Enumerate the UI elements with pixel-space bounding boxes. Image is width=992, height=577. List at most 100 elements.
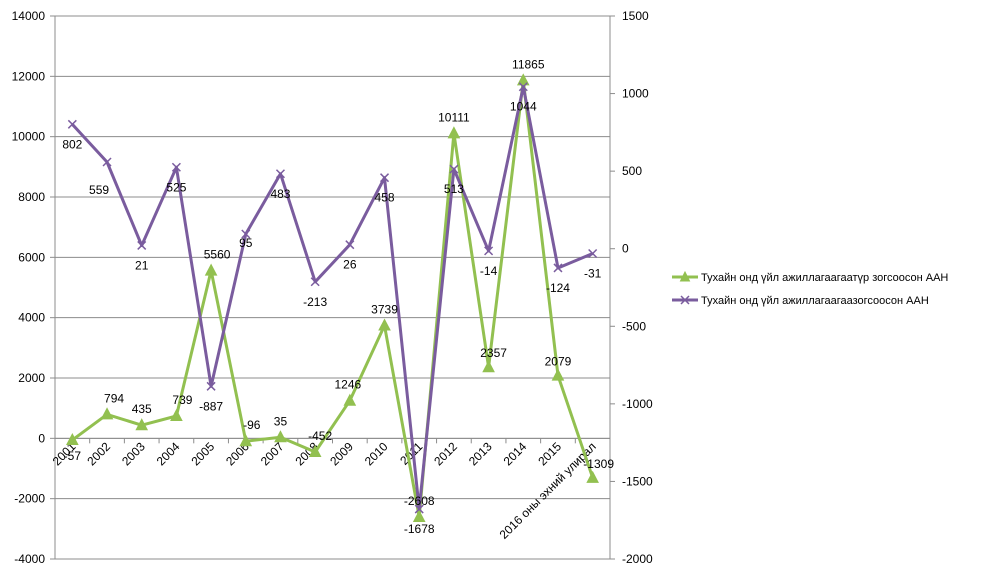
data-point-marker — [275, 169, 285, 179]
x-tick-label: 2005 — [188, 439, 217, 468]
data-label: 95 — [239, 236, 253, 250]
data-point-marker — [447, 126, 461, 139]
data-point-marker — [516, 73, 530, 86]
y-left-tick-label: 14000 — [12, 9, 46, 23]
y-left-tick-label: 2000 — [18, 371, 45, 385]
marker-stroke — [588, 248, 598, 259]
marker-stroke — [137, 240, 147, 250]
data-label: 525 — [166, 180, 186, 194]
data-label: -213 — [303, 295, 327, 309]
data-label: 739 — [172, 393, 192, 407]
data-label: 513 — [444, 182, 464, 196]
marker-stroke — [345, 240, 355, 250]
data-point-marker — [518, 82, 528, 92]
x-tick-label: 2009 — [327, 439, 356, 468]
data-label: 21 — [135, 258, 149, 272]
data-label: -14 — [480, 264, 498, 278]
x-tick-label: 2004 — [154, 439, 183, 468]
data-point-marker — [102, 157, 112, 167]
data-label: 3739 — [371, 303, 398, 317]
y-left-tick-label: -2000 — [14, 492, 45, 506]
legend-marker-1 — [679, 270, 691, 282]
series-line-2 — [71, 85, 594, 511]
y-left-tick-label: 6000 — [18, 250, 45, 264]
data-point-marker — [206, 381, 216, 391]
data-point-marker — [553, 263, 563, 273]
y-right-tick-label: -1000 — [622, 397, 653, 411]
x-tick-label: 2013 — [466, 439, 495, 468]
data-label: -1678 — [404, 522, 435, 536]
data-point-marker — [241, 229, 251, 239]
y-left-tick-label: 10000 — [12, 130, 46, 144]
legend-marker-2 — [680, 295, 690, 305]
x-tick-label: 2012 — [431, 439, 460, 468]
marker-stroke — [171, 162, 181, 172]
marker-stroke — [484, 246, 494, 256]
data-label: -124 — [546, 281, 570, 295]
marker-stroke — [380, 173, 390, 183]
legend-label-2: Тухайн онд үйл ажиллагаагаазогсоосон ААН — [701, 295, 929, 307]
data-label: 5560 — [204, 248, 231, 262]
marker-stroke — [67, 119, 77, 129]
y-right-tick-label: 1000 — [622, 87, 649, 101]
data-point-marker — [170, 408, 183, 422]
data-point-marker — [551, 368, 565, 381]
data-label: 35 — [274, 414, 288, 428]
y-right-tick-label: -1500 — [622, 474, 653, 488]
series-line-1 — [71, 78, 595, 519]
data-label: 483 — [270, 187, 290, 201]
marker-stroke — [241, 229, 251, 239]
data-label: 1246 — [334, 378, 361, 392]
y-right-tick-label: -500 — [622, 319, 646, 333]
marker-stroke — [449, 164, 459, 174]
data-point-marker — [239, 434, 253, 447]
y-left-tick-label: 0 — [38, 431, 45, 445]
x-tick-label: 2003 — [119, 439, 148, 468]
data-point-marker — [414, 504, 424, 514]
legend-label-1: Тухайн онд үйл ажиллагаагаатүр зогсоосон… — [701, 272, 948, 284]
y-right-tick-label: 500 — [622, 164, 642, 178]
data-label: 559 — [89, 183, 109, 197]
data-point-marker — [380, 173, 390, 183]
data-point-marker — [137, 240, 147, 250]
data-label: -1309 — [583, 457, 614, 471]
data-label: 11865 — [512, 57, 545, 71]
marker-stroke — [518, 82, 528, 92]
series-layer — [66, 73, 599, 523]
marker-stroke — [275, 169, 285, 179]
y-left-tick-label: 4000 — [18, 311, 45, 325]
data-label: 1044 — [510, 100, 537, 114]
x-tick-label: 2002 — [84, 439, 113, 468]
data-label: -452 — [308, 429, 332, 443]
data-point-marker — [67, 119, 77, 129]
data-point-marker — [274, 430, 287, 443]
data-point-marker — [378, 318, 391, 331]
data-label: 435 — [132, 402, 152, 416]
y-left-tick-label: 12000 — [12, 69, 46, 83]
data-point-marker — [345, 240, 355, 250]
data-label: -2608 — [404, 494, 435, 508]
data-label: -31 — [584, 267, 602, 281]
data-point-marker — [343, 393, 357, 406]
data-point-marker — [310, 277, 320, 287]
data-point-marker — [482, 360, 495, 373]
data-point-marker — [449, 164, 459, 174]
data-point-marker — [100, 407, 114, 420]
x-tick-label: 2010 — [362, 439, 391, 468]
marker-stroke — [553, 263, 563, 273]
marker-stroke — [310, 277, 320, 287]
data-label: 2079 — [545, 355, 572, 369]
y-left-tick-label: 8000 — [18, 190, 45, 204]
y-right-tick-label: 0 — [622, 242, 629, 256]
data-label: -96 — [243, 418, 261, 432]
x-tick-label: 2015 — [535, 439, 564, 468]
marker-stroke — [206, 381, 216, 391]
data-label: 794 — [104, 391, 124, 405]
data-label: 458 — [375, 191, 395, 205]
y-right-tick-label: 1500 — [622, 9, 649, 23]
data-point-marker — [412, 509, 426, 523]
x-tick-label: 2014 — [501, 439, 530, 468]
data-point-marker — [171, 162, 181, 172]
y-right-tick-label: -2000 — [622, 552, 653, 566]
